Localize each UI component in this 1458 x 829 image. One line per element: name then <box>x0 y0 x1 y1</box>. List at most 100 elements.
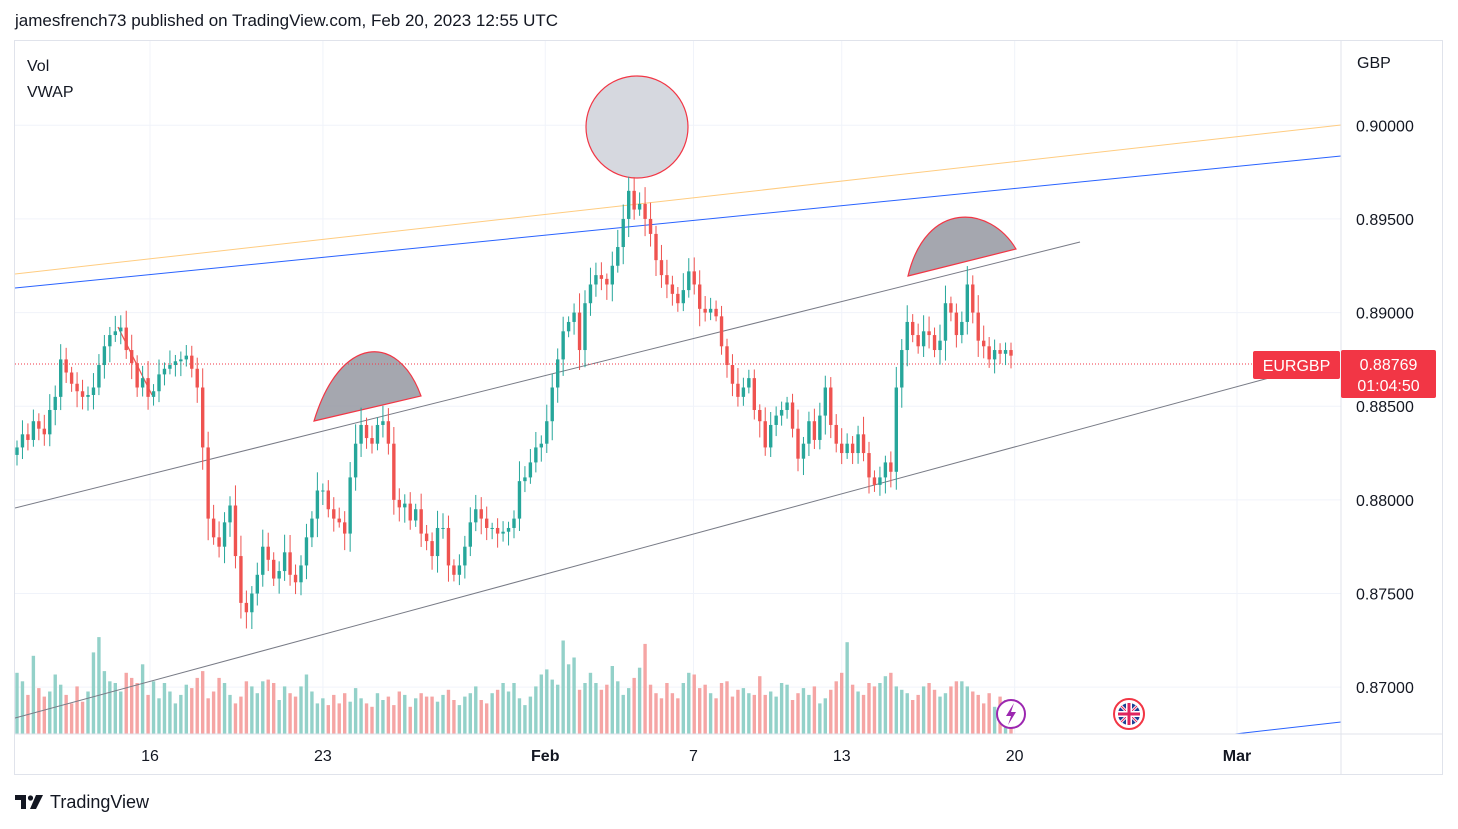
x-tick-label: 16 <box>141 748 159 765</box>
volume-bar <box>184 684 189 734</box>
candles <box>15 176 1013 630</box>
candle <box>626 176 631 238</box>
candle <box>190 345 194 378</box>
x-tick-label: 20 <box>1006 748 1024 765</box>
lightning-event-icon[interactable] <box>996 699 1026 729</box>
volume-bar <box>479 700 483 734</box>
candle <box>261 529 265 587</box>
drawings <box>15 75 1341 734</box>
candle <box>86 386 90 411</box>
volume-bar <box>75 686 79 734</box>
volume-bar <box>550 679 554 734</box>
candle <box>392 427 396 515</box>
volume-bar <box>397 691 402 734</box>
volume-bar <box>315 703 320 734</box>
volume-bar <box>850 684 855 734</box>
y-tick-label: 0.89000 <box>1356 306 1414 323</box>
candle <box>545 404 549 453</box>
candle <box>665 259 669 299</box>
legend-item-vwap[interactable]: VWAP <box>27 84 74 101</box>
volume-bar <box>610 666 615 734</box>
uk-flag-event-icon[interactable] <box>1113 698 1145 730</box>
y-tick-label: 0.88000 <box>1356 493 1414 510</box>
channel-lower-extension <box>1234 721 1341 734</box>
volume-bar <box>867 683 871 734</box>
candle <box>211 504 216 545</box>
candle <box>719 305 724 355</box>
candle <box>135 355 139 397</box>
candle <box>222 512 227 564</box>
volume-bar <box>326 705 331 734</box>
candle <box>1009 342 1013 369</box>
candle <box>195 357 199 403</box>
volume-bar <box>468 693 473 734</box>
candle <box>200 368 205 470</box>
candle <box>594 262 598 297</box>
volume-bar <box>736 689 740 734</box>
candle <box>364 417 369 449</box>
candle <box>304 523 309 580</box>
volume-bar <box>501 683 505 734</box>
volume-bar <box>981 703 986 734</box>
grid <box>15 41 1341 734</box>
volume-bar <box>670 693 675 734</box>
candle <box>605 273 609 300</box>
volume-bar <box>594 683 598 734</box>
candle <box>69 366 74 392</box>
volume-bar <box>561 640 565 734</box>
volume-bar <box>124 672 128 734</box>
candle <box>217 521 221 558</box>
candle <box>337 507 341 528</box>
candle <box>752 369 757 420</box>
candle <box>424 524 429 551</box>
volume-bar <box>517 698 522 734</box>
candle <box>687 258 691 298</box>
volume-bar <box>681 683 686 734</box>
candle <box>681 273 686 312</box>
volume-bar <box>53 674 57 734</box>
volume-bar <box>452 700 456 734</box>
volume-bar <box>495 689 500 734</box>
candle <box>512 510 516 539</box>
volume-bar <box>424 696 429 734</box>
volume-bar <box>392 705 396 734</box>
volume-bar <box>293 696 298 734</box>
candle <box>561 316 565 376</box>
footer-brand[interactable]: TradingView <box>50 791 150 812</box>
candle <box>80 379 85 410</box>
volume-bar <box>758 676 762 734</box>
volume-bar <box>763 694 767 734</box>
candle <box>348 462 352 552</box>
x-tick-label: 7 <box>689 748 698 765</box>
volume-bar <box>58 684 63 734</box>
volume-bar <box>512 683 516 734</box>
price-badge: 0.88769 01:04:50 <box>1341 350 1436 398</box>
volume-bar <box>179 694 183 734</box>
candle <box>927 316 931 349</box>
symbol-badge-label: EURGBP <box>1263 358 1331 375</box>
candle <box>108 326 112 363</box>
volume-bar <box>337 703 341 734</box>
y-tick-label: 0.87500 <box>1356 587 1414 604</box>
candle <box>758 404 762 438</box>
candle <box>53 385 57 426</box>
volume-bar <box>162 683 167 734</box>
volume-bar <box>222 683 227 734</box>
volume-bar <box>15 672 19 734</box>
volume-bar <box>741 688 746 734</box>
volume-bar <box>48 691 52 734</box>
volume-bar <box>883 676 888 734</box>
volume-bar <box>927 683 931 734</box>
candle <box>430 532 434 570</box>
candle <box>64 347 68 383</box>
volume-bar <box>572 657 576 734</box>
candle <box>157 359 161 403</box>
legend-item-vol[interactable]: Vol <box>27 58 50 75</box>
candle <box>921 315 926 357</box>
candle <box>277 561 281 594</box>
candle <box>610 251 615 302</box>
candle <box>468 507 473 557</box>
price-badge-countdown: 01:04:50 <box>1357 378 1419 395</box>
volume-bar <box>943 693 948 734</box>
